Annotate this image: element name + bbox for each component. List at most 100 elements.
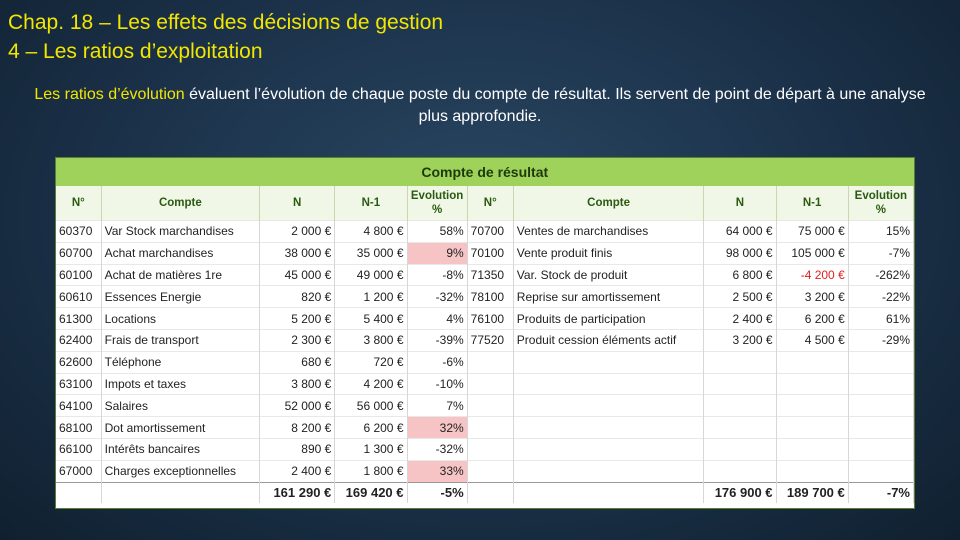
table-cell: -32% [407,437,468,461]
table-cell: 76100 [467,307,514,330]
table-cell: 61300 [56,307,102,330]
table-cell: 7% [407,394,468,417]
table-cell: 4 200 € [334,372,408,395]
table-cell [467,416,514,439]
column-header: N-1 [776,186,849,221]
table-cell: 3 800 € [259,372,336,395]
table-cell [776,350,849,374]
table-cell [513,350,705,374]
table-cell [703,416,777,439]
table-cell: 56 000 € [334,394,408,417]
column-header: Evolution% [407,186,468,221]
table-cell: 1 200 € [334,285,408,308]
table-cell: Dot amortissement [101,416,261,439]
table-cell: 68100 [56,416,102,439]
column-header: Evolution% [848,186,915,221]
table-cell: Vente produit finis [513,241,705,265]
table-cell: 62600 [56,350,102,374]
table-cell: 15% [848,220,915,243]
table-cell: Intérêts bancaires [101,437,261,461]
table-cell: 6 200 € [776,307,849,330]
total-cell [513,481,705,504]
table-cell: 2 000 € [259,220,336,243]
table-cell: 2 400 € [703,307,777,330]
table-cell: 98 000 € [703,241,777,265]
table-cell: 1 800 € [334,459,408,483]
table-cell: 105 000 € [776,241,849,265]
table-title: Compte de résultat [56,158,914,186]
table-row: 64100 Salaires 52 000 €56 000 €7% [56,394,915,417]
table-row: 60700 Achat marchandises 38 000 €35 000 €9… [56,241,915,265]
table-cell: 4% [407,307,468,330]
column-header: N-1 [334,186,408,221]
total-cell: 161 290 € [259,481,336,504]
table-cell: Achat marchandises [101,241,261,265]
table-cell: 4 500 € [776,328,849,352]
table-cell: 60100 [56,263,102,286]
table-cell: 32% [407,416,468,439]
table-cell [776,394,849,417]
column-header: N [259,186,336,221]
table-cell: 52 000 € [259,394,336,417]
table-cell [513,437,705,461]
table-cell: -7% [848,241,915,265]
table-cell: 890 € [259,437,336,461]
table-cell [703,437,777,461]
table-cell: 3 800 € [334,328,408,352]
table-cell: Reprise sur amortissement [513,285,705,308]
column-header: Compte [513,186,705,221]
table-cell [513,372,705,395]
table-cell [513,416,705,439]
column-header: N [703,186,777,221]
table-cell: 4 800 € [334,220,408,243]
table-cell: 62400 [56,328,102,352]
table-cell [703,394,777,417]
table-cell [513,394,705,417]
table-cell: 1 300 € [334,437,408,461]
total-cell: 176 900 € [703,481,777,504]
table-cell: 66100 [56,437,102,461]
table-cell: 2 300 € [259,328,336,352]
table-row: 60610 Essences Energie 820 €1 200 € -32% 781… [56,285,915,308]
title-line-1: Chap. 18 – Les effets des décisions de g… [8,11,444,34]
table-cell: 63100 [56,372,102,395]
table-cell: 77520 [467,328,514,352]
table-cell: -4 200 € [776,263,849,286]
column-header: N° [467,186,514,221]
table-cell: -8% [407,263,468,286]
totals-row: 161 290 €169 420 € -5% 176 900 €189 700 € -… [56,481,915,504]
table-cell: 49 000 € [334,263,408,286]
table-row: 63100 Impots et taxes 3 800 €4 200 € -10% [56,372,915,395]
slide-title: Chap. 18 – Les effets des décisions de g… [8,8,443,66]
table-row: 60370 Var Stock marchandises 2 000 €4 800 … [56,220,915,243]
total-cell: -7% [848,481,915,504]
table-row: 62600 Téléphone 680 €720 € -6% [56,350,915,374]
table-row: 67000 Charges exceptionnelles 2 400 €1 800… [56,459,915,483]
table-cell: 3 200 € [703,328,777,352]
total-cell: 189 700 € [776,481,849,504]
table-cell [513,459,705,483]
table-cell [848,459,915,483]
table-cell: 67000 [56,459,102,483]
table-cell [703,350,777,374]
table-cell [848,437,915,461]
table-cell [467,350,514,374]
intro-highlight: Les ratios d’évolution [34,86,185,103]
table-cell: -39% [407,328,468,352]
table-cell [703,459,777,483]
table-row: 66100 Intérêts bancaires 890 €1 300 € -32% [56,437,915,461]
table-cell: 720 € [334,350,408,374]
table-cell: 6 800 € [703,263,777,286]
table-cell: Salaires [101,394,261,417]
total-cell: 169 420 € [334,481,408,504]
total-cell: -5% [407,481,468,504]
table-cell: 8 200 € [259,416,336,439]
table-cell: Frais de transport [101,328,261,352]
intro-text: évaluent l’évolution de chaque poste du … [184,86,926,125]
table-row: 68100 Dot amortissement 8 200 €6 200 €32% [56,416,915,439]
table-cell: 60700 [56,241,102,265]
table-cell: 75 000 € [776,220,849,243]
table-cell [467,394,514,417]
table-cell [467,437,514,461]
table-cell: 9% [407,241,468,265]
